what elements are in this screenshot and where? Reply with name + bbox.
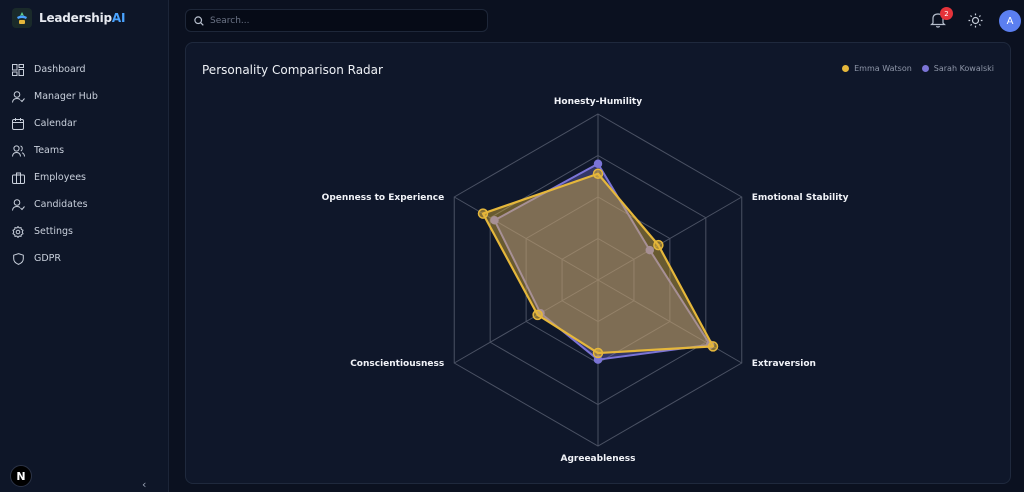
axis-label: Emotional Stability — [752, 193, 849, 203]
axis-label: Agreeableness — [561, 454, 636, 464]
calendar-icon — [11, 117, 25, 131]
grid-spoke — [597, 279, 743, 364]
search-input[interactable] — [210, 15, 470, 26]
chart-title: Personality Comparison Radar — [202, 63, 383, 77]
sidebar-item-employees[interactable]: Employees — [10, 164, 160, 191]
data-point — [592, 168, 604, 180]
sidebar-item-settings[interactable]: Settings — [10, 218, 160, 245]
user-check-icon — [11, 198, 25, 212]
sidebar-nav: Dashboard Manager Hub Calendar — [10, 56, 160, 272]
legend-item-series-1[interactable]: Emma Watson — [842, 64, 912, 73]
search-bar[interactable] — [185, 9, 488, 32]
grid-spoke — [453, 279, 599, 364]
data-point — [532, 309, 543, 321]
grid-spoke — [597, 196, 743, 281]
sidebar-item-calendar[interactable]: Calendar — [10, 110, 160, 137]
briefcase-icon — [11, 171, 25, 185]
collapse-sidebar-button[interactable]: ‹ — [142, 478, 147, 491]
legend-label: Sarah Kowalski — [933, 64, 994, 73]
axis-label: Honesty-Humility — [554, 97, 642, 107]
axis-label: Extraversion — [752, 359, 816, 369]
gear-icon — [11, 225, 25, 239]
next-badge[interactable]: N — [10, 465, 32, 487]
sidebar-item-label: Teams — [34, 145, 65, 156]
sidebar-item-label: Candidates — [34, 199, 88, 210]
brand[interactable]: LeadershipAI — [12, 8, 125, 28]
sidebar-item-label: Employees — [34, 172, 86, 183]
data-point — [707, 341, 719, 352]
avatar[interactable]: A — [999, 10, 1021, 32]
data-point — [593, 159, 603, 169]
data-point — [645, 245, 655, 255]
data-point — [477, 208, 489, 219]
sidebar-item-gdpr[interactable]: GDPR — [10, 245, 160, 272]
sidebar: LeadershipAI Dashboard Manager Hub — [0, 0, 169, 492]
sidebar-item-label: Manager Hub — [34, 91, 98, 102]
logo-icon — [12, 8, 32, 28]
radar-chart-card: Personality Comparison Radar Emma Watson… — [185, 42, 1011, 484]
sidebar-item-dashboard[interactable]: Dashboard — [10, 56, 160, 83]
chart-legend: Emma Watson Sarah Kowalski — [832, 64, 994, 73]
theme-toggle-button[interactable] — [967, 12, 984, 29]
user-check-icon — [11, 90, 25, 104]
legend-swatch — [842, 65, 850, 72]
legend-swatch — [921, 65, 929, 72]
sidebar-item-teams[interactable]: Teams — [10, 137, 160, 164]
data-point — [592, 347, 604, 359]
sidebar-item-candidates[interactable]: Candidates — [10, 191, 160, 218]
sidebar-item-label: Calendar — [34, 118, 77, 129]
search-icon — [194, 11, 204, 30]
sun-icon — [968, 13, 983, 28]
sidebar-item-manager-hub[interactable]: Manager Hub — [10, 83, 160, 110]
data-point — [653, 239, 664, 251]
axis-label: Openness to Experience — [322, 193, 445, 203]
users-icon — [11, 144, 25, 158]
grid-spoke — [453, 196, 599, 281]
axis-label: Conscientiousness — [350, 359, 444, 369]
legend-item-series-2[interactable]: Sarah Kowalski — [921, 64, 994, 73]
sidebar-item-label: Dashboard — [34, 64, 86, 75]
notification-count-badge: 2 — [940, 7, 953, 20]
dashboard-icon — [11, 63, 25, 77]
shield-icon — [11, 252, 25, 266]
data-point — [490, 215, 499, 225]
sidebar-item-label: Settings — [34, 226, 73, 237]
radar-chart: Honesty-Humility Emotional Stability Extra… — [322, 97, 849, 464]
brand-name: LeadershipAI — [39, 11, 126, 25]
sidebar-item-label: GDPR — [34, 253, 62, 264]
legend-label: Emma Watson — [854, 64, 912, 73]
